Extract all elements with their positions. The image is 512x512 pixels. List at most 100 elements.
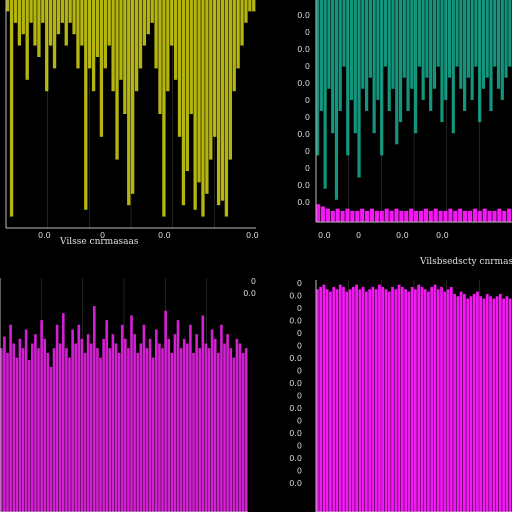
bar-2-0-30	[93, 306, 96, 512]
bar-3-0-43	[456, 296, 460, 512]
bar-0-0-38	[154, 0, 158, 69]
bar-2-0-11	[34, 334, 37, 512]
bar-2-0-1	[3, 336, 6, 512]
bar-0-0-5	[25, 0, 29, 80]
bar-2-0-59	[182, 338, 186, 512]
bar-3-0-5	[332, 286, 336, 512]
x-tick-1-2: 0.0	[396, 231, 409, 240]
x-axis-label-top-left: Vilsse cnrmasaas	[59, 237, 139, 247]
bar-0-0-50	[201, 0, 205, 217]
x-tick-1-3: 0.0	[436, 231, 449, 240]
bar-2-0-12	[37, 348, 40, 512]
bar-1-1-19	[409, 208, 414, 222]
bar-1-1-17	[399, 210, 404, 222]
x-tick-0-3: 0.0	[246, 231, 259, 240]
bar-0-0-30	[123, 0, 127, 114]
bar-3-0-0	[316, 289, 319, 512]
bar-3-0-33	[423, 289, 427, 512]
bar-1-0-36	[451, 0, 455, 134]
bar-3-0-56	[498, 293, 502, 512]
bar-0-0-58	[232, 0, 236, 92]
bar-3-0-55	[495, 296, 499, 512]
bar-0-0-28	[115, 0, 119, 160]
bar-1-1-9	[360, 208, 365, 222]
bar-2-0-39	[120, 324, 124, 512]
bar-3-0-34	[427, 291, 430, 512]
bar-3-0-4	[329, 291, 332, 512]
bar-0-0-19	[80, 0, 84, 46]
bar-2-0-34	[105, 320, 109, 512]
bar-2-0-74	[229, 348, 233, 512]
bar-3-0-17	[371, 286, 375, 512]
bar-3-0-37	[436, 289, 440, 512]
bar-2-0-27	[83, 352, 87, 512]
y-tick-1-0: 0.0	[297, 11, 310, 20]
bar-1-0-14	[368, 0, 372, 78]
bar-1-1-1	[320, 206, 326, 222]
bar-0-0-55	[220, 0, 225, 201]
bar-1-1-34	[482, 208, 487, 222]
bar-3-0-12	[355, 284, 358, 512]
ticks-bottom-left: 00.0	[243, 277, 256, 298]
bar-2-0-69	[213, 338, 217, 512]
bar-3-0-11	[351, 286, 355, 512]
bar-0-0-57	[228, 0, 232, 160]
bar-1-0-9	[349, 0, 354, 100]
bar-1-0-16	[376, 0, 380, 100]
bar-3-0-36	[433, 284, 437, 512]
bar-3-0-49	[476, 291, 479, 512]
bar-2-0-71	[220, 324, 223, 512]
bar-2-0-65	[201, 315, 205, 512]
bar-1-0-4	[331, 0, 335, 134]
bar-2-0-20	[62, 313, 65, 512]
y-tick-3-1: 0.0	[289, 292, 302, 301]
bar-2-0-49	[151, 357, 155, 512]
bar-1-0-0	[316, 0, 320, 156]
bar-0-0-16	[68, 0, 72, 23]
y-tick-3-7: 0	[297, 367, 302, 376]
bar-1-1-6	[345, 208, 350, 222]
bar-1-1-16	[394, 208, 399, 222]
marks-top-left	[6, 0, 256, 217]
bar-0-0-44	[177, 0, 182, 137]
bar-1-0-49	[500, 0, 504, 100]
bar-3-0-15	[365, 291, 368, 512]
bar-1-0-28	[421, 0, 425, 100]
y-tick-1-8: 0	[305, 147, 310, 156]
bar-3-0-8	[342, 286, 345, 512]
bar-3-0-28	[407, 291, 411, 512]
bar-2-0-73	[226, 334, 229, 512]
bar-3-0-48	[472, 293, 476, 512]
bar-3-0-24	[394, 289, 398, 512]
bar-1-0-24	[406, 0, 410, 111]
y-tick-3-9: 0	[297, 392, 302, 401]
bar-0-0-33	[134, 0, 139, 92]
bar-0-0-4	[21, 0, 25, 35]
bar-2-0-40	[124, 338, 127, 512]
ticks-top-right: 0.0 0 0.0 0.0 0.0 0 0.0 0 0.0 0 0 0.0 0 0 0.0 0.0	[297, 11, 448, 240]
y-tick-3-3: 0.0	[289, 317, 302, 326]
bar-1-0-31	[432, 0, 437, 89]
bar-2-0-2	[6, 352, 9, 512]
x-tick-1-0: 0.0	[318, 231, 331, 240]
bar-0-0-48	[193, 0, 197, 210]
x-tick-1-1: 0	[356, 231, 361, 240]
bar-1-1-30	[463, 210, 468, 222]
bar-2-0-35	[108, 348, 112, 512]
bar-3-0-50	[479, 296, 483, 512]
bar-0-0-11	[48, 0, 53, 46]
panel-bottom-left: 00.0	[0, 277, 256, 512]
bar-0-0-23	[95, 0, 100, 57]
bar-3-0-7	[338, 284, 342, 512]
bar-2-0-15	[46, 352, 50, 512]
bar-0-0-13	[56, 0, 61, 35]
bar-1-1-36	[492, 210, 497, 222]
bar-1-0-21	[395, 0, 399, 145]
y-tick-1-3: 0	[305, 62, 310, 71]
panel-top-left: 0.0 0 0.0 0.0 Vilsse cnrmasaas	[5, 0, 259, 247]
y-tick-1-1: 0	[305, 28, 310, 37]
bar-2-0-29	[89, 343, 93, 512]
bar-2-0-0	[0, 348, 3, 512]
bar-3-0-20	[381, 286, 385, 512]
